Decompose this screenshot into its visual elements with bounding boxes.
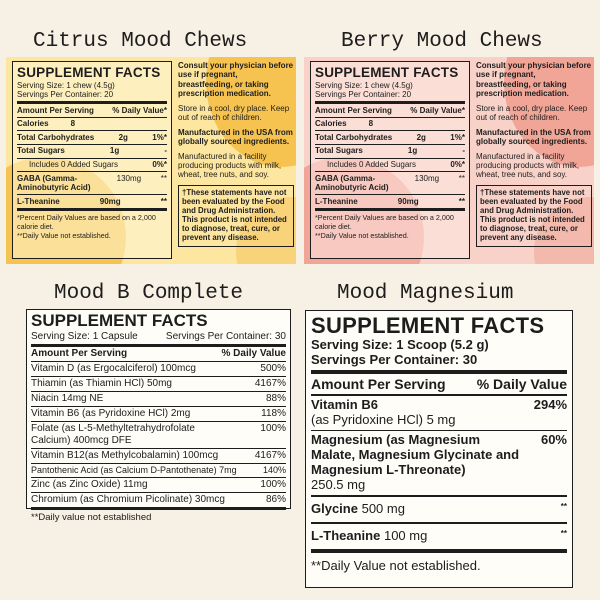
fda-disclaimer: †These statements have not been evaluate… <box>178 184 294 247</box>
nutrient-row: Includes 0 Added Sugars 0%* <box>315 159 465 173</box>
citrus-label-panel: SUPPLEMENT FACTS Serving Size: 1 chew (4… <box>6 57 296 264</box>
nutrient-row: Thiamin (as Thiamin HCl) 50mg 4167% <box>31 377 286 392</box>
nutrient-row: L-Theanine 100 mg ** <box>311 524 567 553</box>
nutrient-row: Magnesium (as Magnesium Malate, Magnesiu… <box>311 431 567 497</box>
nutrient-row: Zinc (as Zinc Oxide) 11mg 100% <box>31 478 286 493</box>
nutrient-row: Total Carbohydrates 2g 1%* <box>315 131 465 145</box>
footnote: **Daily Value not established. <box>311 557 481 573</box>
amount-header-row: Amount Per Serving% Daily Value* <box>17 104 167 118</box>
footnote: *Percent Daily Values are based on a 2,0… <box>17 212 156 231</box>
nutrient-row: Pantothenic Acid (as Calcium D-Pantothen… <box>31 464 286 478</box>
nutrient-row: Calories 8 <box>315 118 465 132</box>
nutrient-row: Total Carbohydrates 2g 1%* <box>17 131 167 145</box>
bcomplete-facts-box: SUPPLEMENT FACTS Serving Size: 1 Capsule… <box>26 309 291 523</box>
consult-text: Consult your physician before use if pre… <box>178 61 294 99</box>
servings-per-container: Servings Per Container: 20 <box>17 90 167 105</box>
bcomplete-title: Mood B Complete <box>54 282 244 305</box>
nutrient-row: Vitamin B6 (as Pyridoxine HCl) 5 mg 294% <box>311 396 567 432</box>
amount-header-row: Amount Per Serving% Daily Value <box>311 374 567 397</box>
serving-size: Serving Size: 1 chew (4.5g) <box>17 80 115 90</box>
nutrient-row: Total Sugars 1g - <box>17 145 167 159</box>
berry-title: Berry Mood Chews <box>341 30 543 53</box>
amount-header-row: Amount Per Serving% Daily Value <box>31 347 286 362</box>
manufactured-text: Manufactured in the USA from globally so… <box>178 127 293 147</box>
nutrient-row: Niacin 14mg NE 88% <box>31 392 286 407</box>
nutrient-row: Includes 0 Added Sugars 0%* <box>17 159 167 173</box>
facts-title: SUPPLEMENT FACTS <box>311 313 545 338</box>
nutrient-row: L-Theanine 90mg ** <box>17 195 167 211</box>
facility-text: Manufactured in a facility producing pro… <box>476 151 580 180</box>
facts-title: SUPPLEMENT FACTS <box>315 65 459 80</box>
facts-title: SUPPLEMENT FACTS <box>17 65 161 80</box>
serving-size: Serving Size: 1 Capsule <box>31 330 138 342</box>
nutrient-row: Calories 8 <box>17 118 167 132</box>
footnote: **Daily Value not established. <box>17 231 111 241</box>
nutrient-row: Folate (as L-5-Methyltetrahydrofolate Ca… <box>31 422 286 449</box>
nutrient-row: Glycine 500 mg ** <box>311 497 567 524</box>
citrus-side-text: Consult your physician before use if pre… <box>178 61 294 247</box>
servings-per-container: Servings Per Container: 20 <box>315 90 465 105</box>
consult-text: Consult your physician before use if pre… <box>476 61 592 99</box>
citrus-title: Citrus Mood Chews <box>33 30 248 53</box>
footnote: **Daily value not established <box>31 511 152 523</box>
servings-per-container: Servings Per Container: 30 <box>165 330 286 342</box>
nutrient-row: GABA (Gamma-Aminobutyric Acid) 130mg ** <box>315 172 465 196</box>
serving-size: Serving Size: 1 Scoop (5.2 g) <box>311 337 489 353</box>
nutrient-row: Vitamin B12(as Methylcobalamin) 100mcg 41… <box>31 449 286 464</box>
store-text: Store in a cool, dry place. Keep out of … <box>178 103 290 123</box>
footnote: *Percent Daily Values are based on a 2,0… <box>315 212 454 231</box>
store-text: Store in a cool, dry place. Keep out of … <box>476 103 588 123</box>
servings-per-container: Servings Per Container: 30 <box>311 352 567 375</box>
serving-info: Serving Size: 1 Capsule Servings Per Con… <box>31 330 286 347</box>
berry-label-panel: SUPPLEMENT FACTS Serving Size: 1 chew (4… <box>304 57 594 264</box>
nutrient-row: Chromium (as Chromium Picolinate) 30mcg 8… <box>31 493 286 510</box>
nutrient-row: Vitamin D (as Ergocalciferol) 100mcg 500% <box>31 362 286 377</box>
berry-side-text: Consult your physician before use if pre… <box>476 61 592 247</box>
facts-title: SUPPLEMENT FACTS <box>31 311 208 330</box>
serving-size: Serving Size: 1 chew (4.5g) <box>315 80 413 90</box>
nutrient-row: Total Sugars 1g - <box>315 145 465 159</box>
berry-facts-box: SUPPLEMENT FACTS Serving Size: 1 chew (4… <box>310 61 470 259</box>
nutrient-row: Vitamin B6 (as Pyridoxine HCl) 2mg 118% <box>31 407 286 422</box>
manufactured-text: Manufactured in the USA from globally so… <box>476 127 591 147</box>
facility-text: Manufactured in a facility producing pro… <box>178 151 282 180</box>
citrus-facts-box: SUPPLEMENT FACTS Serving Size: 1 chew (4… <box>12 61 172 259</box>
magnesium-title: Mood Magnesium <box>337 282 514 305</box>
nutrient-row: L-Theanine 90mg ** <box>315 195 465 211</box>
amount-header-row: Amount Per Serving% Daily Value* <box>315 104 465 118</box>
footnote: **Daily Value not established. <box>315 231 409 241</box>
nutrient-row: GABA (Gamma-Aminobutyric Acid) 130mg ** <box>17 172 167 196</box>
fda-disclaimer: †These statements have not been evaluate… <box>476 184 592 247</box>
magnesium-facts-box: SUPPLEMENT FACTS Serving Size: 1 Scoop (… <box>305 310 573 588</box>
